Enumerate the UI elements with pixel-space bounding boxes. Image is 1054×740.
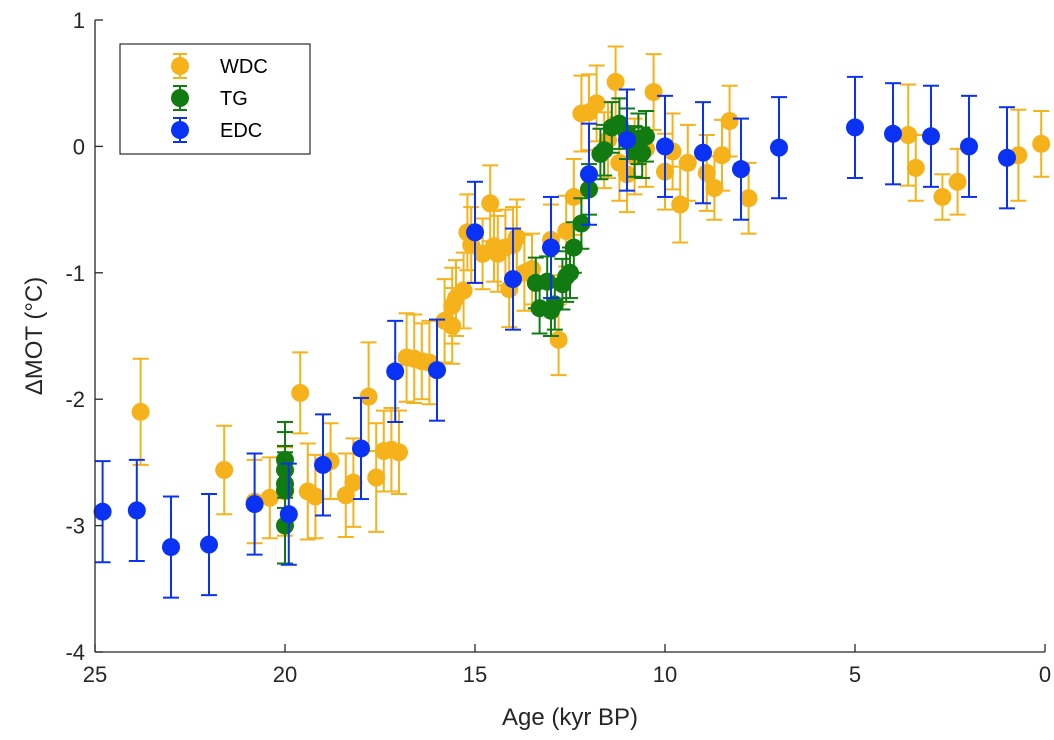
y-tick-label: -3	[65, 514, 85, 539]
data-point	[587, 94, 606, 113]
data-point	[466, 223, 484, 242]
series-edc	[93, 75, 1016, 599]
x-axis-title: Age (kyr BP)	[502, 704, 638, 731]
data-point	[633, 143, 652, 162]
data-point	[162, 538, 180, 557]
data-point	[561, 263, 579, 282]
data-point	[564, 187, 583, 206]
data-point	[386, 362, 405, 381]
legend: WDC TG EDC	[119, 43, 311, 155]
data-point	[906, 158, 925, 177]
axes	[94, 20, 1045, 653]
x-tick-label: 15	[463, 662, 487, 687]
y-tick-label: -2	[65, 387, 85, 412]
legend-marker	[171, 57, 189, 75]
data-point	[260, 488, 279, 507]
y-axis-title: ΔMOT (°C)	[21, 277, 48, 396]
data-point	[770, 138, 788, 157]
data-point	[538, 272, 557, 291]
x-tick-label: 0	[1039, 662, 1051, 687]
data-point	[922, 127, 940, 146]
data-point	[732, 160, 750, 179]
data-point	[549, 330, 568, 349]
data-point	[545, 295, 564, 314]
data-point	[960, 137, 978, 156]
data-point	[390, 443, 408, 462]
data-point	[367, 468, 386, 487]
data-point	[678, 153, 697, 172]
data-point	[846, 118, 864, 137]
data-point	[504, 270, 522, 289]
data-point	[276, 481, 294, 500]
y-tick-label: 0	[73, 134, 85, 159]
data-point	[245, 495, 264, 514]
data-point	[739, 189, 758, 208]
data-point	[314, 455, 332, 474]
data-point	[279, 505, 298, 524]
data-point	[572, 214, 591, 233]
data-point	[705, 179, 724, 198]
data-point	[671, 195, 690, 214]
data-point	[359, 387, 378, 406]
data-point	[443, 316, 462, 335]
data-point	[344, 473, 363, 492]
x-tick-label: 10	[653, 662, 677, 687]
legend-label-edc: EDC	[220, 120, 262, 142]
legend-label-tg: TG	[220, 88, 248, 110]
x-tick-label: 5	[849, 662, 861, 687]
data-point	[618, 131, 636, 150]
data-point	[564, 238, 583, 257]
y-tick-label: 1	[73, 8, 85, 33]
x-tick-label: 25	[83, 662, 107, 687]
legend-box	[119, 43, 311, 155]
data-point	[454, 281, 473, 300]
data-point	[200, 535, 218, 554]
data-point	[656, 137, 674, 156]
data-point	[644, 83, 663, 102]
data-point	[637, 127, 655, 146]
data-point	[884, 124, 902, 143]
data-point	[606, 72, 625, 91]
data-point	[306, 487, 325, 506]
data-point	[713, 146, 731, 165]
data-point	[595, 141, 614, 160]
x-tick-label: 20	[273, 662, 297, 687]
data-point	[507, 228, 526, 247]
data-point	[948, 172, 967, 191]
data-point	[933, 187, 952, 206]
data-point	[998, 148, 1016, 167]
data-point	[131, 402, 150, 421]
data-point	[580, 165, 598, 184]
data-point	[899, 126, 918, 145]
data-point	[720, 112, 739, 131]
data-point	[694, 143, 712, 162]
y-tick-label: -4	[65, 640, 85, 665]
data-point	[481, 194, 500, 213]
series-tg	[276, 97, 655, 565]
data-point	[291, 383, 310, 402]
legend-label-wdc: WDC	[220, 56, 268, 78]
y-tick-label: -1	[65, 261, 85, 286]
data-point	[557, 222, 576, 241]
legend-marker	[171, 89, 189, 107]
data-point	[93, 502, 112, 521]
data-point	[215, 460, 234, 479]
data-point	[127, 501, 146, 520]
ticks: 25 20 15 10 5 010-1-2-3-4	[65, 8, 1051, 687]
data-point	[428, 361, 446, 380]
series-layer	[93, 45, 1051, 599]
data-point	[352, 439, 370, 458]
data-point	[1032, 134, 1051, 153]
data-point	[542, 238, 560, 257]
legend-marker	[171, 121, 189, 139]
